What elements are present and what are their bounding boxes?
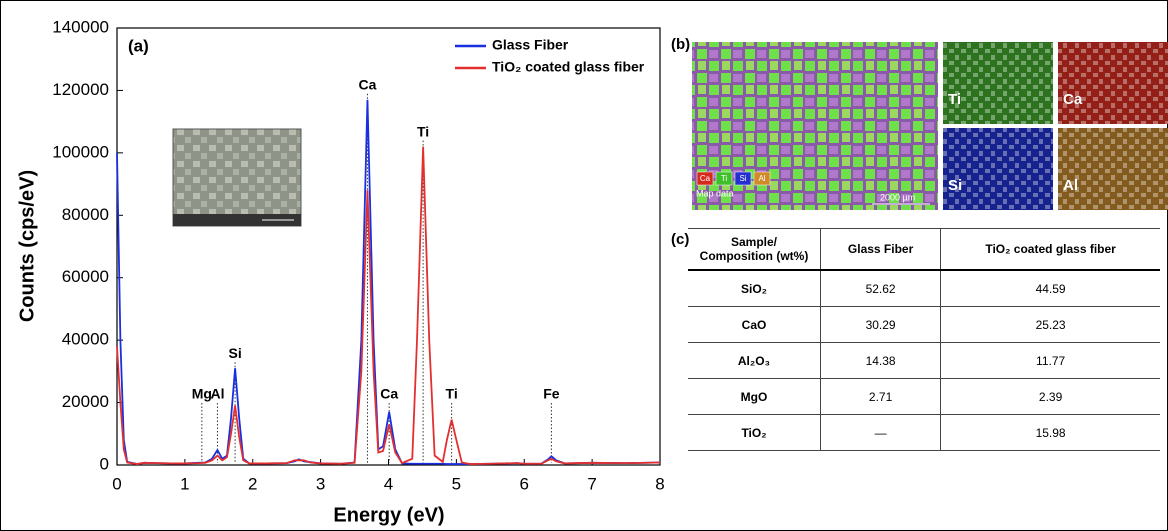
peak-label: Al [210, 386, 224, 402]
table-cell: 14.38 [819, 342, 941, 379]
table-cell: 30.29 [819, 306, 941, 343]
table-cell: 2.71 [819, 378, 941, 415]
table-cell: MgO [688, 378, 821, 415]
table-cell: 15.98 [940, 414, 1160, 451]
element-map-texture [943, 128, 1053, 210]
x-tick-label: 6 [520, 474, 529, 493]
inset-scalebar-strip [173, 214, 301, 226]
x-tick-label: 7 [587, 474, 596, 493]
x-axis-title: Energy (eV) [333, 504, 444, 526]
panel-label: (a) [128, 36, 149, 55]
table-cell: SiO₂ [688, 269, 821, 307]
element-map-texture [1058, 128, 1168, 210]
table-cell: — [819, 414, 941, 451]
peak-label: Si [228, 345, 241, 361]
y-tick-label: 100000 [52, 142, 109, 161]
element-map-label: Ca [1063, 91, 1083, 108]
y-tick-label: 40000 [62, 330, 109, 349]
element-map-label: Si [948, 177, 962, 194]
map-scale: 2000 µm [880, 192, 915, 202]
table-cell: 44.59 [940, 269, 1160, 307]
panel-label: (c) [671, 231, 689, 248]
x-tick-label: 5 [452, 474, 461, 493]
table-cell: 25.23 [940, 306, 1160, 343]
x-tick-label: 1 [180, 474, 189, 493]
table-cell: CaO [688, 306, 821, 343]
element-map-label: Al [1063, 177, 1078, 194]
y-tick-label: 0 [100, 454, 109, 473]
table-cell: TiO₂ [688, 414, 821, 451]
peak-label: Fe [543, 386, 560, 402]
overlay-chip-label: Ca [700, 174, 711, 183]
x-tick-label: 3 [316, 474, 325, 493]
composition-table: Sample/ Composition (wt%) Glass Fiber TiO₂… [688, 228, 1160, 451]
peak-label: Ti [417, 123, 429, 139]
table-cell: Al₂O₃ [688, 342, 821, 379]
spectrum-line [116, 146, 661, 465]
y-axis-title: Counts (cps/eV) [16, 170, 38, 322]
table-row: MgO 2.71 2.39 [688, 378, 1160, 415]
x-tick-label: 4 [384, 474, 393, 493]
y-tick-label: 120000 [52, 80, 109, 99]
peak-label: Ti [446, 386, 458, 402]
peak-label: Ca [380, 386, 398, 402]
element-map-label: Ti [948, 91, 961, 108]
y-tick-label: 60000 [62, 267, 109, 286]
table-row: Sample/ Composition (wt%) Glass Fiber TiO₂… [688, 228, 1160, 271]
table-row: SiO₂ 52.62 44.59 [688, 269, 1160, 307]
x-tick-label: 8 [655, 474, 664, 493]
eds-overlay-map [692, 42, 938, 210]
element-map-texture [943, 42, 1053, 124]
table-cell: Sample/ Composition (wt%) [688, 228, 821, 271]
table-row: CaO 30.29 25.23 [688, 306, 1160, 343]
overlay-chip [753, 171, 771, 186]
x-tick-label: 0 [112, 474, 121, 493]
overlay-chip [734, 171, 752, 186]
legend-label: TiO₂ coated glass fiber [492, 59, 645, 75]
element-map-texture [1058, 42, 1168, 124]
peak-label: Ca [359, 76, 377, 92]
overlay-chip [696, 171, 714, 186]
table-cell: TiO₂ coated glass fiber [940, 228, 1160, 271]
legend-label: Glass Fiber [492, 37, 569, 53]
table-cell: 52.62 [819, 269, 941, 307]
overlay-chip-label: Al [758, 174, 765, 183]
table-cell: Glass Fiber [819, 228, 941, 271]
overlay-chip [715, 171, 733, 186]
y-tick-label: 140000 [52, 17, 109, 36]
y-tick-label: 80000 [62, 205, 109, 224]
overlay-chip-label: Si [739, 174, 746, 183]
x-tick-label: 2 [248, 474, 257, 493]
overlay-chip-label: Ti [721, 174, 728, 183]
peak-label: Mg [192, 386, 212, 402]
table-row: TiO₂ —15.98 [688, 414, 1160, 451]
inset-micrograph [172, 128, 302, 227]
table-cell: 2.39 [940, 378, 1160, 415]
panel-label: (b) [671, 36, 690, 53]
table-cell: 11.77 [940, 342, 1160, 379]
map-note: Map data [696, 188, 734, 198]
table-row: Al₂O₃ 14.38 11.77 [688, 342, 1160, 379]
y-tick-label: 20000 [62, 392, 109, 411]
